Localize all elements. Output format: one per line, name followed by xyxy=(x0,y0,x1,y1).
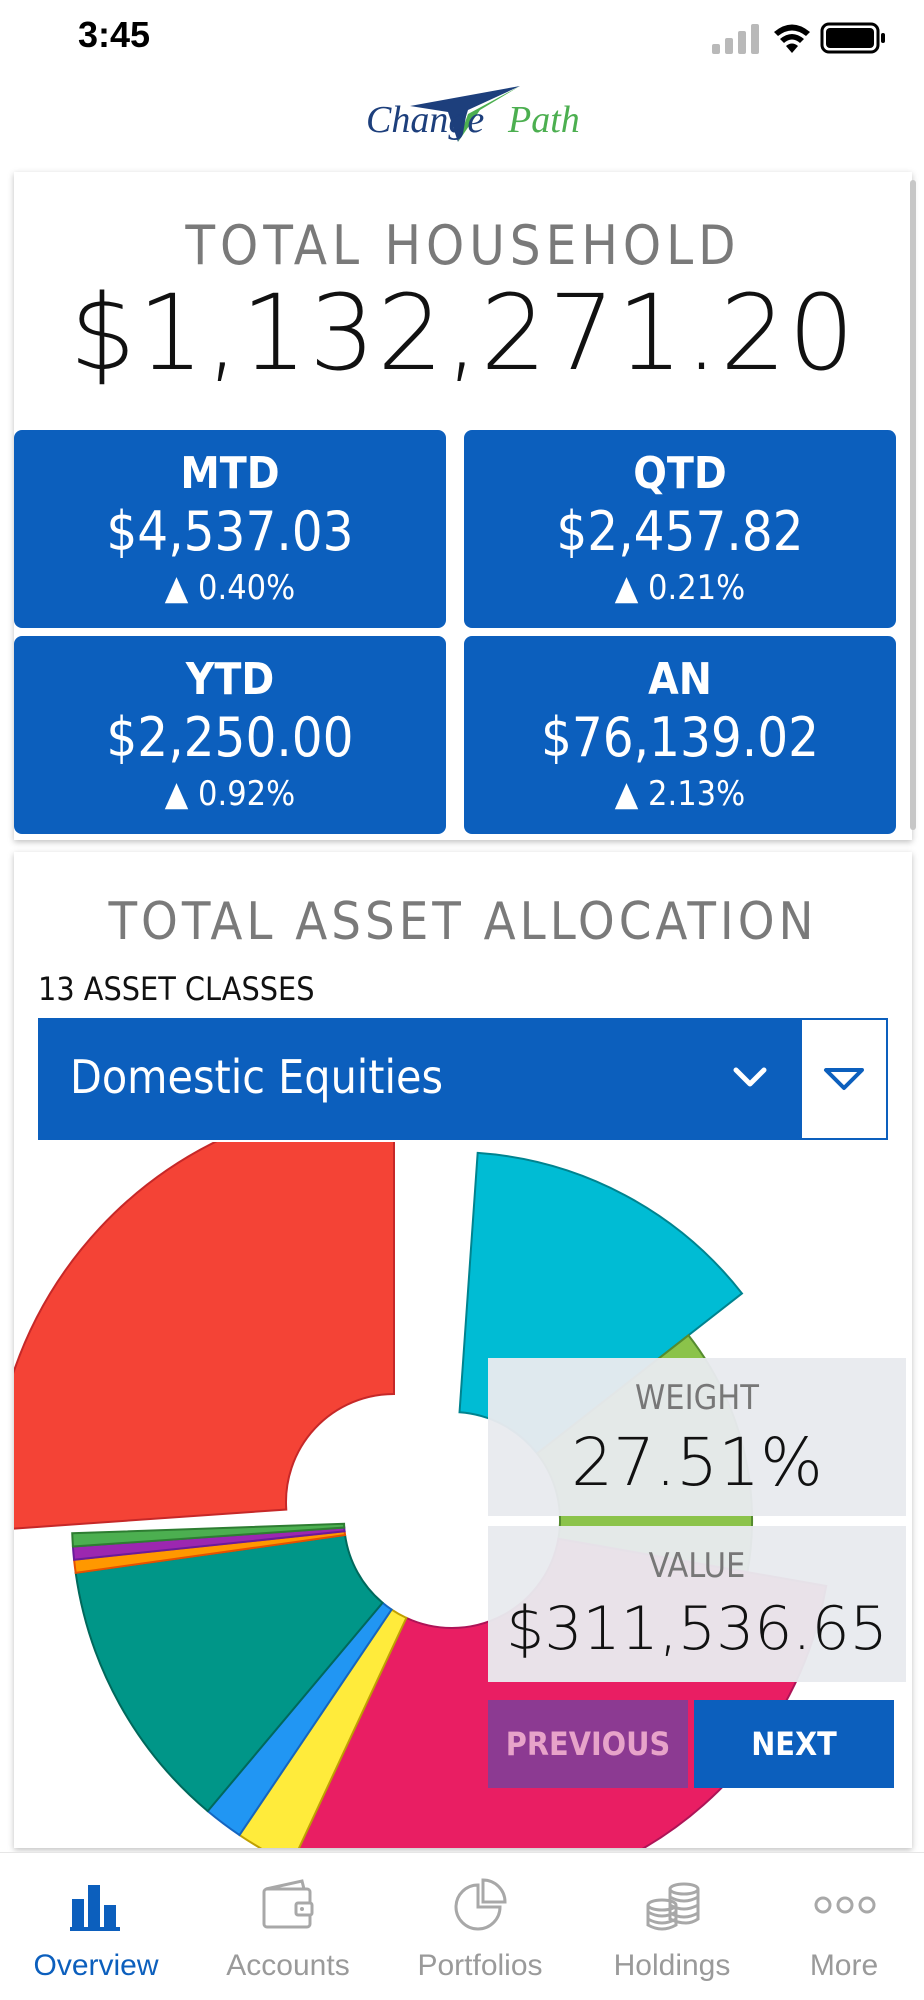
asset-class-dropdown[interactable]: Domestic Equities xyxy=(38,1018,888,1140)
stat-tile-an[interactable]: AN $76,139.02 ▲ 2.13% xyxy=(464,636,896,834)
bottom-tab-bar: Overview Accounts Portfolios xyxy=(0,1852,924,2000)
tab-overview[interactable]: Overview xyxy=(4,1853,188,2000)
stat-value: $4,537.03 xyxy=(106,500,354,563)
logo-text-path: Path xyxy=(508,99,580,141)
chevron-down-icon xyxy=(733,1067,767,1087)
dropdown-selected-value: Domestic Equities xyxy=(70,1050,444,1104)
tab-accounts[interactable]: Accounts xyxy=(196,1853,380,2000)
slice-teal[interactable] xyxy=(74,1533,384,1813)
cellular-signal-icon xyxy=(712,24,759,54)
status-time: 3:45 xyxy=(78,14,151,55)
next-button[interactable]: NEXT xyxy=(694,1700,894,1788)
slice-dark-green[interactable] xyxy=(71,1522,346,1548)
stat-tile-qtd[interactable]: QTD $2,457.82 ▲ 0.21% xyxy=(464,430,896,628)
asset-class-count: 13 ASSET CLASSES xyxy=(38,970,315,1008)
weight-label: WEIGHT xyxy=(635,1378,759,1418)
wallet-icon xyxy=(262,1879,314,1929)
tab-portfolios[interactable]: Portfolios xyxy=(388,1853,572,2000)
tab-label: Overview xyxy=(33,1949,159,1982)
pie-chart-icon xyxy=(454,1878,507,1931)
stat-label: AN xyxy=(648,654,712,705)
status-bar: 3:45 xyxy=(0,0,924,74)
changepath-logo: Change Path xyxy=(340,80,590,162)
stat-value: $2,250.00 xyxy=(106,706,354,769)
wifi-icon xyxy=(774,24,810,53)
household-summary-card: TOTAL HOUSEHOLD $1,132,271.20 MTD $4,537… xyxy=(14,172,912,840)
stat-tile-ytd[interactable]: YTD $2,250.00 ▲ 0.92% xyxy=(14,636,446,834)
tab-label: Portfolios xyxy=(417,1949,543,1982)
tab-holdings[interactable]: Holdings xyxy=(580,1853,764,2000)
household-total-amount: $1,132,271.20 xyxy=(69,272,857,394)
tab-label: Holdings xyxy=(613,1949,731,1982)
slice-domestic-equities[interactable] xyxy=(14,1142,395,1530)
tab-more[interactable]: More xyxy=(752,1853,924,2000)
weight-value: 27.51% xyxy=(571,1424,823,1501)
previous-button[interactable]: PREVIOUS xyxy=(488,1700,688,1788)
value-amount: $311,536.65 xyxy=(506,1594,888,1664)
tab-label: More xyxy=(809,1949,879,1982)
stat-change: ▲ 0.40% xyxy=(164,568,296,608)
more-dots-icon xyxy=(814,1896,876,1914)
value-info-box: VALUE $311,536.65 xyxy=(488,1526,906,1682)
coins-icon xyxy=(646,1882,700,1931)
logo-arrow-icon xyxy=(410,86,520,142)
asset-allocation-card: TOTAL ASSET ALLOCATION 13 ASSET CLASSES … xyxy=(14,852,912,1848)
weight-info-box: WEIGHT 27.51% xyxy=(488,1358,906,1516)
dropdown-toggle-button[interactable] xyxy=(802,1020,886,1138)
allocation-title: TOTAL ASSET ALLOCATION xyxy=(108,892,818,952)
battery-icon xyxy=(820,22,885,54)
bar-chart-icon xyxy=(70,1885,120,1931)
status-icons xyxy=(712,22,885,54)
logo-text-change: Change xyxy=(366,99,485,141)
value-label: VALUE xyxy=(648,1546,746,1586)
stat-label: YTD xyxy=(185,654,275,705)
stat-value: $76,139.02 xyxy=(540,706,820,769)
stat-value: $2,457.82 xyxy=(556,500,804,563)
tab-label: Accounts xyxy=(226,1949,350,1982)
stat-label: QTD xyxy=(633,448,727,499)
stat-change: ▲ 0.92% xyxy=(164,774,296,814)
household-title: TOTAL HOUSEHOLD xyxy=(185,214,741,277)
stat-change: ▲ 2.13% xyxy=(614,774,746,814)
scrollbar[interactable] xyxy=(910,180,916,830)
stat-label: MTD xyxy=(180,448,280,499)
stat-change: ▲ 0.21% xyxy=(614,568,746,608)
triangle-down-icon xyxy=(824,1068,864,1090)
stat-tile-mtd[interactable]: MTD $4,537.03 ▲ 0.40% xyxy=(14,430,446,628)
